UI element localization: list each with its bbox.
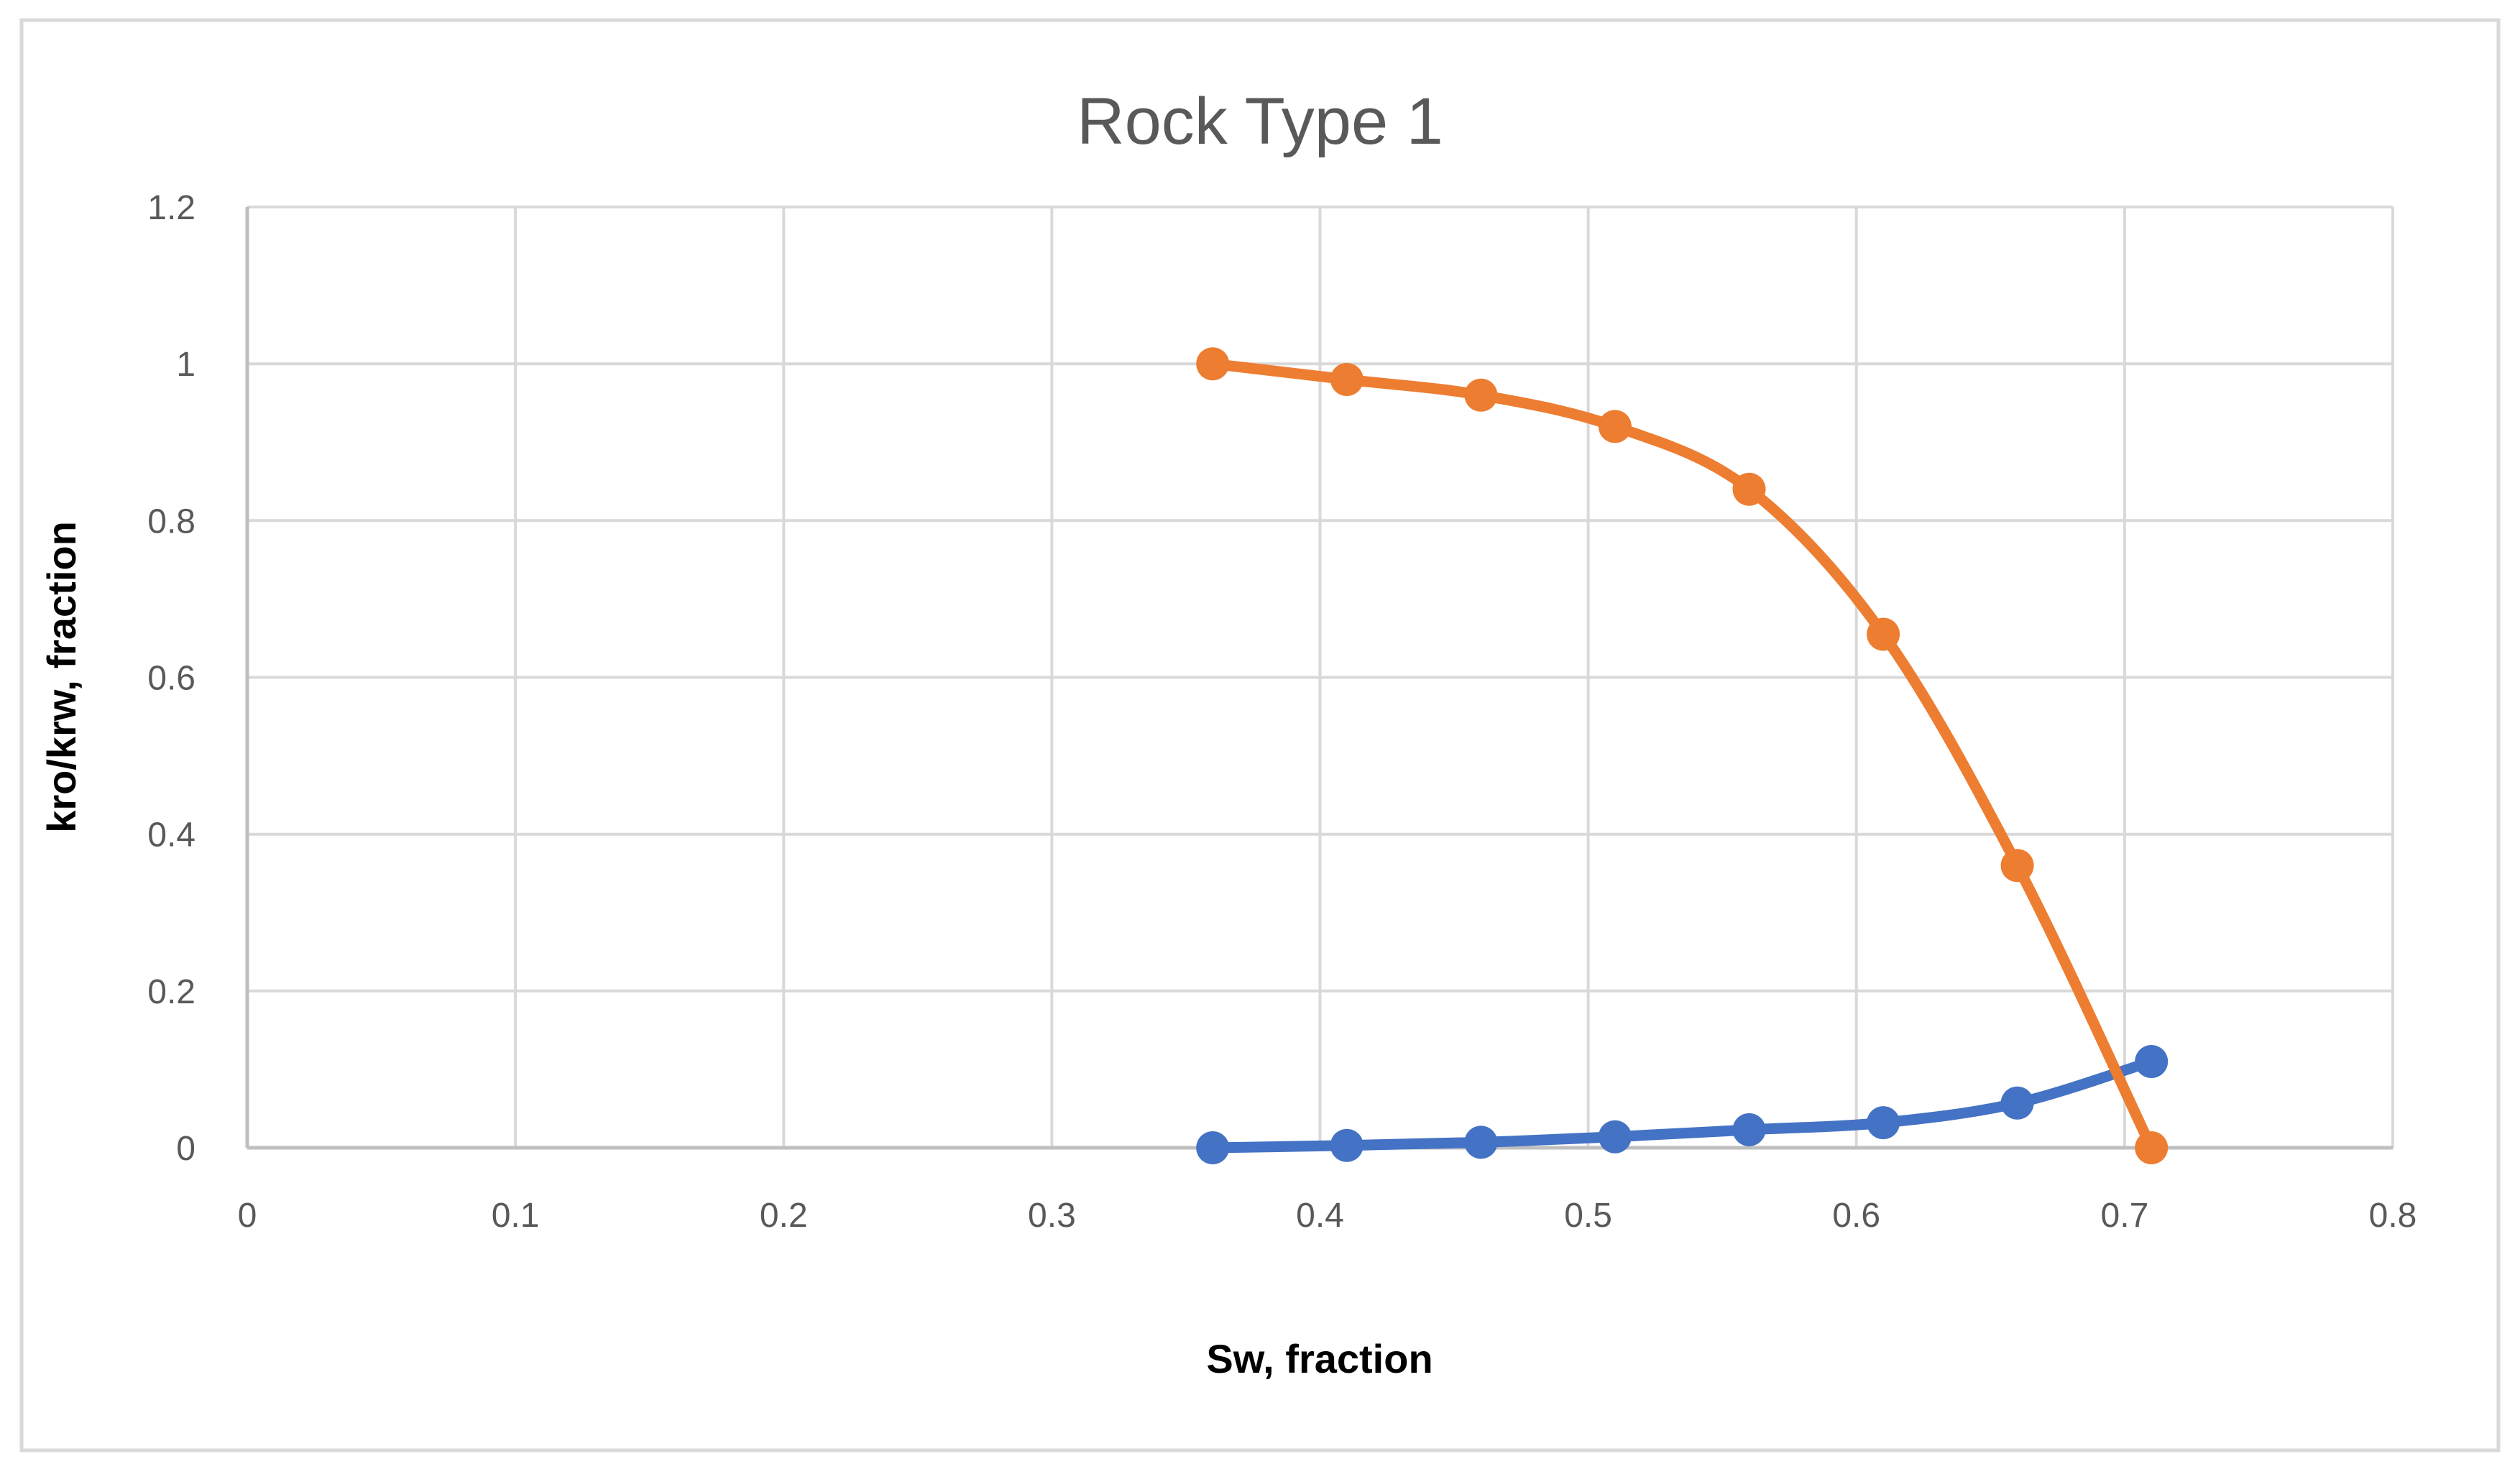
data-point-marker-kro xyxy=(2000,849,2034,883)
x-tick-label: 0.1 xyxy=(492,1197,540,1235)
x-tick-label: 0.5 xyxy=(1564,1197,1612,1235)
data-point-marker-krw xyxy=(1330,1128,1364,1162)
x-tick-label: 0 xyxy=(238,1197,257,1235)
data-point-marker-kro xyxy=(1867,617,1900,651)
y-tick-label: 1.2 xyxy=(147,189,196,227)
x-tick-label: 0.2 xyxy=(760,1197,808,1235)
x-tick-label: 0.8 xyxy=(2369,1197,2417,1235)
y-tick-label: 0.4 xyxy=(147,816,196,855)
data-point-marker-kro xyxy=(1598,410,1632,443)
chart-title: Rock Type 1 xyxy=(1077,85,1443,158)
data-point-marker-kro xyxy=(1732,472,1766,506)
data-point-marker-krw xyxy=(1598,1120,1632,1154)
x-tick-label: 0.6 xyxy=(1832,1197,1880,1235)
series-line-kro xyxy=(1207,358,2157,1154)
data-point-marker-krw xyxy=(1464,1125,1498,1159)
x-tick-label: 0.7 xyxy=(2101,1197,2149,1235)
data-point-marker-krw xyxy=(2000,1086,2034,1120)
gridlines xyxy=(247,206,2394,1148)
chart-outer-border xyxy=(19,18,2501,1453)
data-point-marker-krw xyxy=(2135,1045,2169,1078)
x-tick-label: 0.3 xyxy=(1028,1197,1076,1235)
y-tick-label: 0 xyxy=(176,1130,196,1168)
tick-labels: 0 0.1 0.2 0.3 0.4 0.5 0.6 0.7 0.8 0 0.2 0.4 0.6 0.8 1 1… xyxy=(147,189,2416,1235)
x-axis-title: Sw, fraction xyxy=(1206,1336,1433,1381)
data-point-marker-kro xyxy=(1330,363,1364,396)
data-point-marker-kro xyxy=(2135,1131,2169,1164)
y-axis-title: kro/krw, fraction xyxy=(39,521,84,833)
data-point-marker-kro xyxy=(1464,378,1498,412)
data-point-marker-krw xyxy=(1196,1131,1230,1164)
y-tick-label: 1 xyxy=(176,346,196,384)
series-group xyxy=(1196,347,2169,1164)
y-tick-label: 0.2 xyxy=(147,973,196,1011)
data-point-marker-krw xyxy=(1867,1106,1900,1140)
data-point-marker-kro xyxy=(1196,347,1230,381)
y-tick-label: 0.6 xyxy=(147,660,196,698)
x-tick-label: 0.4 xyxy=(1296,1197,1344,1235)
y-tick-label: 0.8 xyxy=(147,502,196,540)
data-point-marker-krw xyxy=(1732,1113,1766,1146)
